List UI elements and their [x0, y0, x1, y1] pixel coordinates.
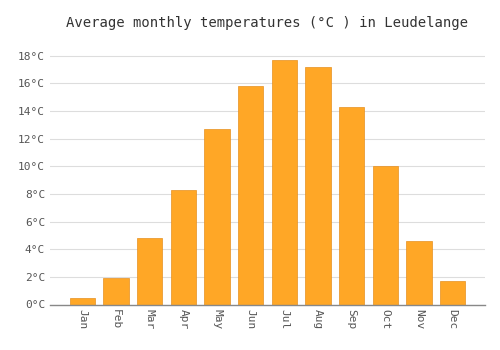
Bar: [170, 190, 196, 304]
Bar: [440, 281, 465, 304]
Bar: [104, 278, 128, 304]
Title: Average monthly temperatures (°C ) in Leudelange: Average monthly temperatures (°C ) in Le…: [66, 16, 468, 30]
Bar: [238, 86, 264, 304]
Bar: [372, 166, 398, 304]
Bar: [406, 241, 432, 304]
Bar: [137, 238, 162, 304]
Bar: [306, 67, 330, 304]
Bar: [272, 60, 297, 304]
Bar: [339, 107, 364, 304]
Bar: [204, 129, 230, 304]
Bar: [70, 298, 95, 304]
